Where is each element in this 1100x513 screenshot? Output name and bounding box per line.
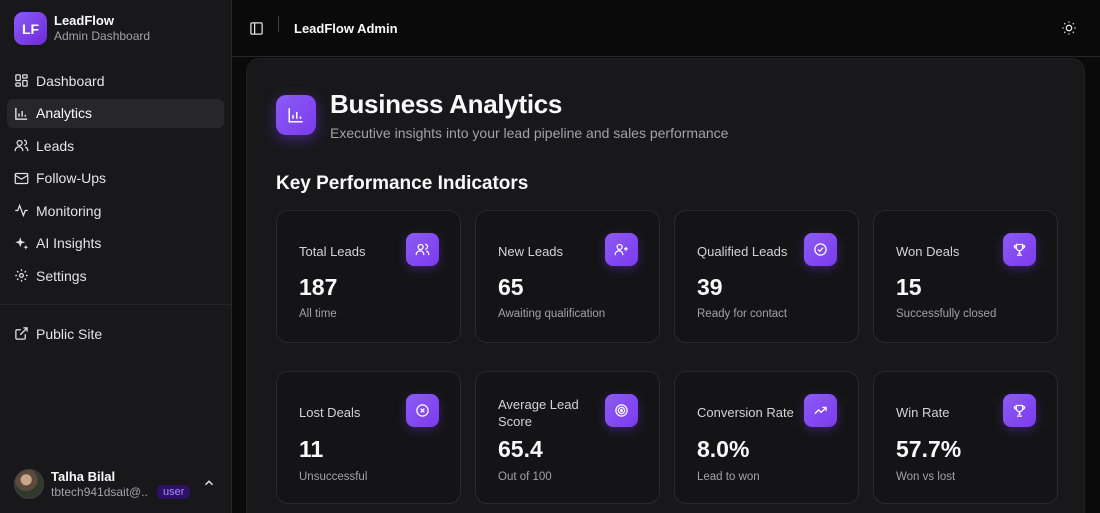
- section-title: Key Performance Indicators: [276, 173, 529, 194]
- kpi-note: Awaiting qualification: [498, 308, 606, 320]
- sidebar-item-leads[interactable]: Leads: [7, 131, 224, 160]
- gear-icon: [14, 268, 29, 283]
- sidebar-item-settings[interactable]: Settings: [7, 261, 224, 290]
- kpi-label: Won Deals: [896, 244, 960, 259]
- kpi-value: 65: [498, 274, 524, 300]
- sidebar-item-dashboard[interactable]: Dashboard: [7, 66, 224, 95]
- kpi-label: Win Rate: [896, 405, 950, 420]
- users-icon: [406, 233, 439, 266]
- header-title: LeadFlow Admin: [294, 21, 398, 36]
- check-circle-icon: [804, 233, 837, 266]
- kpi-value: 57.7%: [896, 436, 962, 462]
- kpi-note: Successfully closed: [896, 308, 997, 320]
- user-name: Talha Bilal: [51, 469, 116, 484]
- sidebar-nav: Dashboard Analytics Leads Follow-Ups Mon…: [7, 66, 224, 294]
- main-panel: Business Analytics Executive insights in…: [246, 58, 1085, 513]
- sidebar-item-analytics[interactable]: Analytics: [7, 98, 224, 128]
- kpi-note: Won vs lost: [896, 471, 956, 483]
- kpi-card-won-deals: Won Deals 15 Successfully closed: [873, 210, 1058, 343]
- avatar: [14, 469, 44, 499]
- sidebar-secondary-nav: Public Site: [7, 319, 224, 352]
- kpi-card-conversion-rate: Conversion Rate 8.0% Lead to won: [674, 371, 859, 504]
- kpi-note: Unsuccessful: [299, 471, 368, 483]
- dashboard-icon: [14, 73, 29, 88]
- sparkles-icon: [14, 236, 29, 251]
- sidebar-item-public-site[interactable]: Public Site: [7, 319, 224, 348]
- sidebar-item-label: Analytics: [36, 105, 93, 121]
- kpi-card-average-lead-score: Average Lead Score 65.4 Out of 100: [475, 371, 660, 504]
- kpi-card-qualified-leads: Qualified Leads 39 Ready for contact: [674, 210, 859, 343]
- external-link-icon: [14, 326, 29, 341]
- sidebar-divider: [0, 304, 232, 305]
- sidebar-item-ai-insights[interactable]: AI Insights: [7, 229, 224, 258]
- users-icon: [14, 138, 29, 153]
- brand[interactable]: LF LeadFlow Admin Dashboard: [14, 12, 150, 45]
- kpi-value: 11: [299, 436, 324, 462]
- brand-name: LeadFlow: [54, 13, 114, 28]
- header-separator: [278, 16, 279, 32]
- role-badge: user: [157, 485, 191, 499]
- sidebar-item-label: Public Site: [36, 325, 103, 342]
- sidebar-item-label: Settings: [36, 267, 87, 284]
- mail-icon: [14, 171, 29, 186]
- page-subtitle: Executive insights into your lead pipeli…: [330, 125, 729, 141]
- kpi-note: Lead to won: [697, 471, 760, 483]
- user-plus-icon: [605, 233, 638, 266]
- trophy-icon: [1003, 233, 1036, 266]
- kpi-card-lost-deals: Lost Deals 11 Unsuccessful: [276, 371, 461, 504]
- sidebar-item-label: AI Insights: [36, 235, 102, 251]
- kpi-label: Total Leads: [299, 244, 366, 259]
- sidebar-item-label: Monitoring: [36, 202, 102, 219]
- user-email: tbtech941dsait@...: [51, 485, 149, 499]
- kpi-value: 39: [697, 274, 723, 300]
- chevron-up-icon[interactable]: [202, 476, 216, 490]
- kpi-note: All time: [299, 308, 337, 320]
- sidebar: LF LeadFlow Admin Dashboard Dashboard An…: [0, 0, 232, 513]
- activity-icon: [14, 203, 29, 218]
- kpi-note: Out of 100: [498, 471, 552, 483]
- analytics-icon: [276, 95, 316, 135]
- kpi-value: 187: [299, 274, 338, 300]
- sidebar-item-label: Dashboard: [36, 72, 105, 89]
- brand-logo: LF: [14, 12, 47, 45]
- kpi-value: 65.4: [498, 436, 543, 462]
- kpi-label: Conversion Rate: [697, 405, 794, 420]
- brand-subtitle: Admin Dashboard: [54, 29, 151, 43]
- target-icon: [605, 394, 638, 427]
- kpi-card-total-leads: Total Leads 187 All time: [276, 210, 461, 343]
- sidebar-item-label: Leads: [36, 137, 75, 154]
- kpi-value: 8.0%: [697, 436, 750, 462]
- kpi-label: New Leads: [498, 244, 564, 259]
- page-title: Business Analytics: [330, 89, 563, 119]
- kpi-label: Average Lead Score: [498, 397, 579, 429]
- x-circle-icon: [406, 394, 439, 427]
- kpi-card-win-rate: Win Rate 57.7% Won vs lost: [873, 371, 1058, 504]
- kpi-label: Qualified Leads: [697, 244, 788, 259]
- trophy-icon: [1003, 394, 1036, 427]
- sidebar-toggle-icon[interactable]: [249, 21, 264, 36]
- sun-icon[interactable]: [1061, 20, 1077, 36]
- sidebar-item-label: Follow-Ups: [36, 170, 107, 186]
- kpi-note: Ready for contact: [697, 308, 788, 320]
- analytics-icon: [14, 106, 29, 121]
- trending-up-icon: [804, 394, 837, 427]
- sidebar-item-monitoring[interactable]: Monitoring: [7, 196, 224, 225]
- sidebar-item-follow-ups[interactable]: Follow-Ups: [7, 164, 224, 193]
- user-menu[interactable]: Talha Bilal tbtech941dsait@... user: [14, 466, 222, 502]
- kpi-value: 15: [896, 274, 922, 300]
- kpi-card-new-leads: New Leads 65 Awaiting qualification: [475, 210, 660, 343]
- kpi-label: Lost Deals: [299, 405, 361, 420]
- top-header: LeadFlow Admin: [232, 0, 1100, 57]
